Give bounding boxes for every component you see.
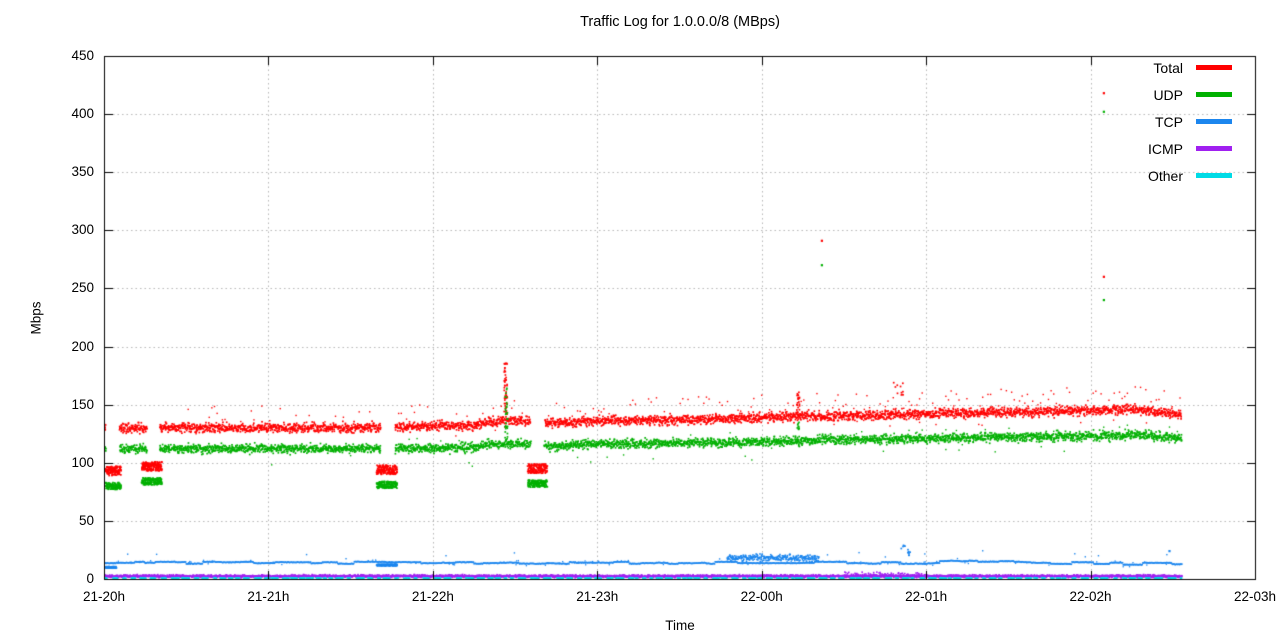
legend-label: TCP (1155, 113, 1183, 130)
legend: Total UDP TCP ICMP Other (1148, 54, 1232, 189)
legend-item: ICMP (1148, 135, 1232, 162)
legend-item: TCP (1148, 108, 1232, 135)
y-axis-label: Mbps (28, 301, 44, 335)
legend-item: Total (1148, 54, 1232, 81)
legend-item: UDP (1148, 81, 1232, 108)
y-tick-label: 350 (71, 164, 94, 180)
x-axis-label: Time (665, 618, 695, 633)
legend-swatch (1196, 119, 1232, 124)
x-tick-label: 22-00h (740, 589, 783, 604)
x-tick-label: 21-23h (576, 589, 619, 604)
legend-item: Other (1148, 162, 1232, 189)
y-tick-label: 0 (86, 571, 94, 586)
legend-swatch (1196, 92, 1232, 97)
x-tick-label: 21-22h (411, 589, 454, 604)
legend-label: ICMP (1148, 140, 1183, 157)
x-tick-label: 22-03h (1233, 589, 1277, 604)
y-tick-label: 450 (71, 48, 94, 63)
legend-swatch (1196, 65, 1232, 70)
legend-swatch (1196, 173, 1232, 178)
x-tick-label: 22-02h (1069, 589, 1112, 604)
y-tick-label: 100 (71, 454, 94, 470)
x-tick-label: 21-21h (247, 589, 290, 604)
y-tick-label: 150 (71, 396, 94, 412)
x-tick-label: 22-01h (905, 589, 948, 604)
y-tick-label: 300 (71, 222, 94, 238)
y-tick-label: 200 (71, 338, 94, 354)
x-tick-label: 21-20h (82, 589, 126, 604)
legend-label: Other (1147, 167, 1183, 184)
legend-label: Total (1153, 59, 1183, 76)
legend-swatch (1196, 146, 1232, 151)
y-tick-label: 50 (78, 512, 94, 528)
legend-label: UDP (1153, 86, 1183, 103)
y-tick-label: 250 (71, 280, 94, 296)
y-tick-label: 400 (71, 106, 94, 122)
chart-title: Traffic Log for 1.0.0.0/8 (MBps) (580, 14, 780, 30)
